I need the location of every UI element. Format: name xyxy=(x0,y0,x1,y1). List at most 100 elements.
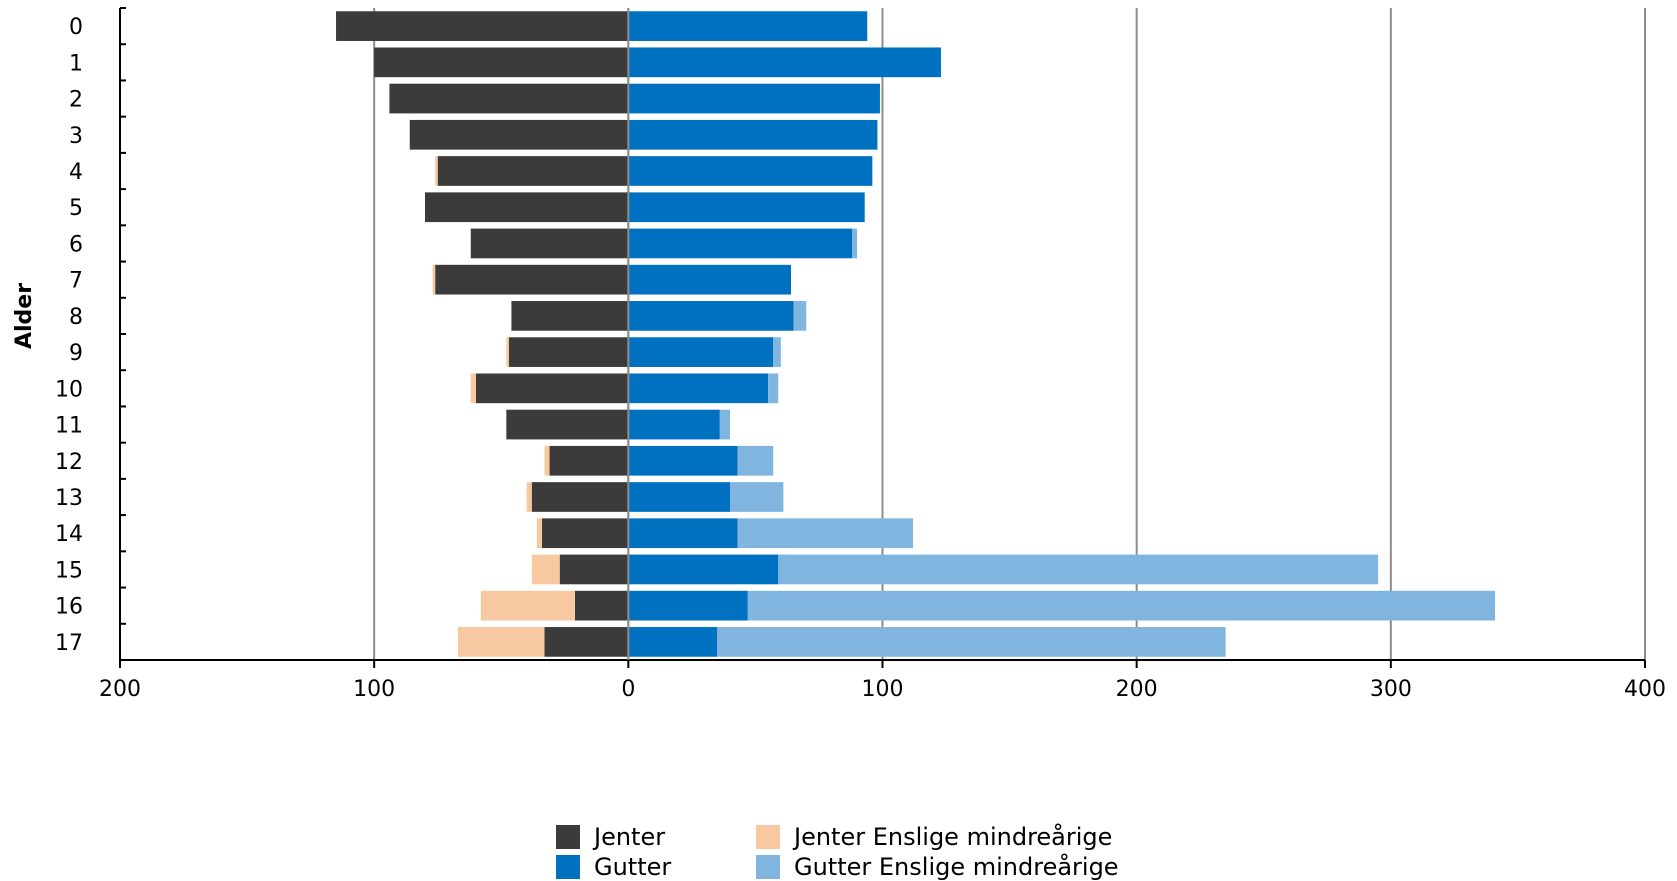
bar-gutter-14 xyxy=(628,518,738,549)
bar-jenter-enslige-mindreårige-12 xyxy=(544,445,550,476)
legend-swatch-jenter-enslige xyxy=(756,825,780,849)
y-tick-label-11: 11 xyxy=(55,414,83,439)
x-tick-label-5: 300 xyxy=(1370,677,1412,702)
bar-gutter-15 xyxy=(628,554,779,585)
y-tick-label-4: 4 xyxy=(69,160,83,185)
bar-jenter-10 xyxy=(475,373,629,404)
y-tick-label-5: 5 xyxy=(69,196,83,221)
bar-gutter-1 xyxy=(628,47,941,78)
y-tick-label-0: 0 xyxy=(69,15,83,40)
bar-gutter-7 xyxy=(628,264,791,295)
bar-gutter-5 xyxy=(628,192,865,223)
bar-jenter-4 xyxy=(437,156,629,186)
bar-gutter-16 xyxy=(628,590,748,621)
y-tick-label-17: 17 xyxy=(55,631,83,656)
y-axis-title: Alder xyxy=(12,283,37,349)
bar-jenter-8 xyxy=(511,301,629,331)
bar-jenter-11 xyxy=(506,409,629,440)
y-tick-label-1: 1 xyxy=(69,51,83,76)
bar-gutter-enslige-mindreårige-8 xyxy=(793,301,807,331)
x-tick-label-2: 0 xyxy=(621,677,635,702)
x-tick-label-1: 100 xyxy=(353,677,395,702)
bar-gutter-enslige-mindreårige-11 xyxy=(719,409,730,440)
y-tick-label-14: 14 xyxy=(55,522,83,547)
y-tick-label-12: 12 xyxy=(55,450,83,475)
bar-gutter-13 xyxy=(628,482,730,512)
y-tick-label-6: 6 xyxy=(69,232,83,257)
bar-jenter-enslige-mindreårige-7 xyxy=(432,264,436,295)
legend: Jenter Gutter Jenter Enslige mindreårige… xyxy=(556,818,1156,881)
x-tick-label-4: 200 xyxy=(1116,677,1158,702)
bar-jenter-0 xyxy=(336,11,629,41)
bar-gutter-6 xyxy=(628,228,852,259)
bar-jenter-17 xyxy=(544,627,629,657)
bar-jenter-enslige-mindreårige-9 xyxy=(506,337,509,367)
bar-jenter-enslige-mindreårige-17 xyxy=(458,627,545,657)
y-tick-label-7: 7 xyxy=(69,269,83,294)
legend-swatch-jenter xyxy=(556,825,580,849)
bar-gutter-12 xyxy=(628,445,738,476)
bar-gutter-0 xyxy=(628,11,868,41)
legend-swatch-gutter-enslige xyxy=(756,855,780,879)
bar-gutter-4 xyxy=(628,156,873,186)
bar-gutter-enslige-mindreårige-14 xyxy=(737,518,913,549)
bar-gutter-8 xyxy=(628,301,794,331)
bar-jenter-6 xyxy=(470,228,629,259)
y-tick-label-10: 10 xyxy=(55,377,83,402)
bar-jenter-9 xyxy=(508,337,629,367)
x-tick-label-6: 400 xyxy=(1624,677,1666,702)
bar-gutter-3 xyxy=(628,119,878,150)
bar-gutter-10 xyxy=(628,373,769,404)
legend-item-jenter: Jenter xyxy=(556,823,666,851)
bar-jenter-3 xyxy=(409,119,629,150)
bar-jenter-13 xyxy=(531,482,629,512)
y-tick-label-13: 13 xyxy=(55,486,83,511)
legend-item-gutter: Gutter xyxy=(556,853,672,881)
bar-jenter-16 xyxy=(574,590,629,621)
bar-gutter-enslige-mindreårige-17 xyxy=(717,627,1226,657)
bars xyxy=(336,11,1496,657)
y-tick-label-16: 16 xyxy=(55,595,83,620)
bar-jenter-enslige-mindreårige-13 xyxy=(526,482,532,512)
bar-jenter-12 xyxy=(549,445,629,476)
y-tick-label-15: 15 xyxy=(55,558,83,583)
y-tick-label-8: 8 xyxy=(69,305,83,330)
bar-gutter-enslige-mindreårige-9 xyxy=(773,337,781,367)
bar-jenter-enslige-mindreårige-16 xyxy=(480,590,575,621)
axes xyxy=(119,7,1646,668)
x-tick-labels: 200 100 0 100 200 300 400 xyxy=(99,677,1666,702)
bar-jenter-15 xyxy=(559,554,629,585)
bar-gutter-9 xyxy=(628,337,774,367)
bar-gutter-enslige-mindreårige-16 xyxy=(747,590,1496,621)
bar-jenter-enslige-mindreårige-4 xyxy=(435,156,438,186)
bar-gutter-17 xyxy=(628,627,718,657)
bar-gutter-enslige-mindreårige-6 xyxy=(852,228,858,259)
legend-swatch-gutter xyxy=(556,855,580,879)
bar-jenter-2 xyxy=(389,83,629,114)
bar-gutter-enslige-mindreårige-10 xyxy=(768,373,779,404)
bar-gutter-2 xyxy=(628,83,880,114)
bar-jenter-7 xyxy=(435,264,629,295)
bar-gutter-enslige-mindreårige-15 xyxy=(778,554,1379,585)
legend-label-jenter-enslige: Jenter Enslige mindreårige xyxy=(794,823,1113,851)
bar-gutter-enslige-mindreårige-12 xyxy=(737,445,774,476)
legend-item-gutter-enslige: Gutter Enslige mindreårige xyxy=(756,853,1119,881)
y-tick-label-9: 9 xyxy=(69,341,83,366)
y-tick-label-3: 3 xyxy=(69,124,83,149)
y-tick-label-2: 2 xyxy=(69,88,83,113)
bar-jenter-enslige-mindreårige-15 xyxy=(531,554,560,585)
bar-jenter-14 xyxy=(541,518,629,549)
bar-gutter-11 xyxy=(628,409,720,440)
legend-label-gutter-enslige: Gutter Enslige mindreårige xyxy=(794,853,1119,881)
bar-jenter-enslige-mindreårige-14 xyxy=(536,518,542,549)
x-tick-label-3: 100 xyxy=(862,677,904,702)
legend-item-jenter-enslige: Jenter Enslige mindreårige xyxy=(756,823,1113,851)
x-tick-label-0: 200 xyxy=(99,677,141,702)
bar-jenter-5 xyxy=(425,192,629,223)
legend-label-jenter: Jenter xyxy=(594,823,666,851)
bar-jenter-1 xyxy=(374,47,629,78)
bar-gutter-enslige-mindreårige-13 xyxy=(730,482,784,512)
legend-label-gutter: Gutter xyxy=(594,853,672,881)
